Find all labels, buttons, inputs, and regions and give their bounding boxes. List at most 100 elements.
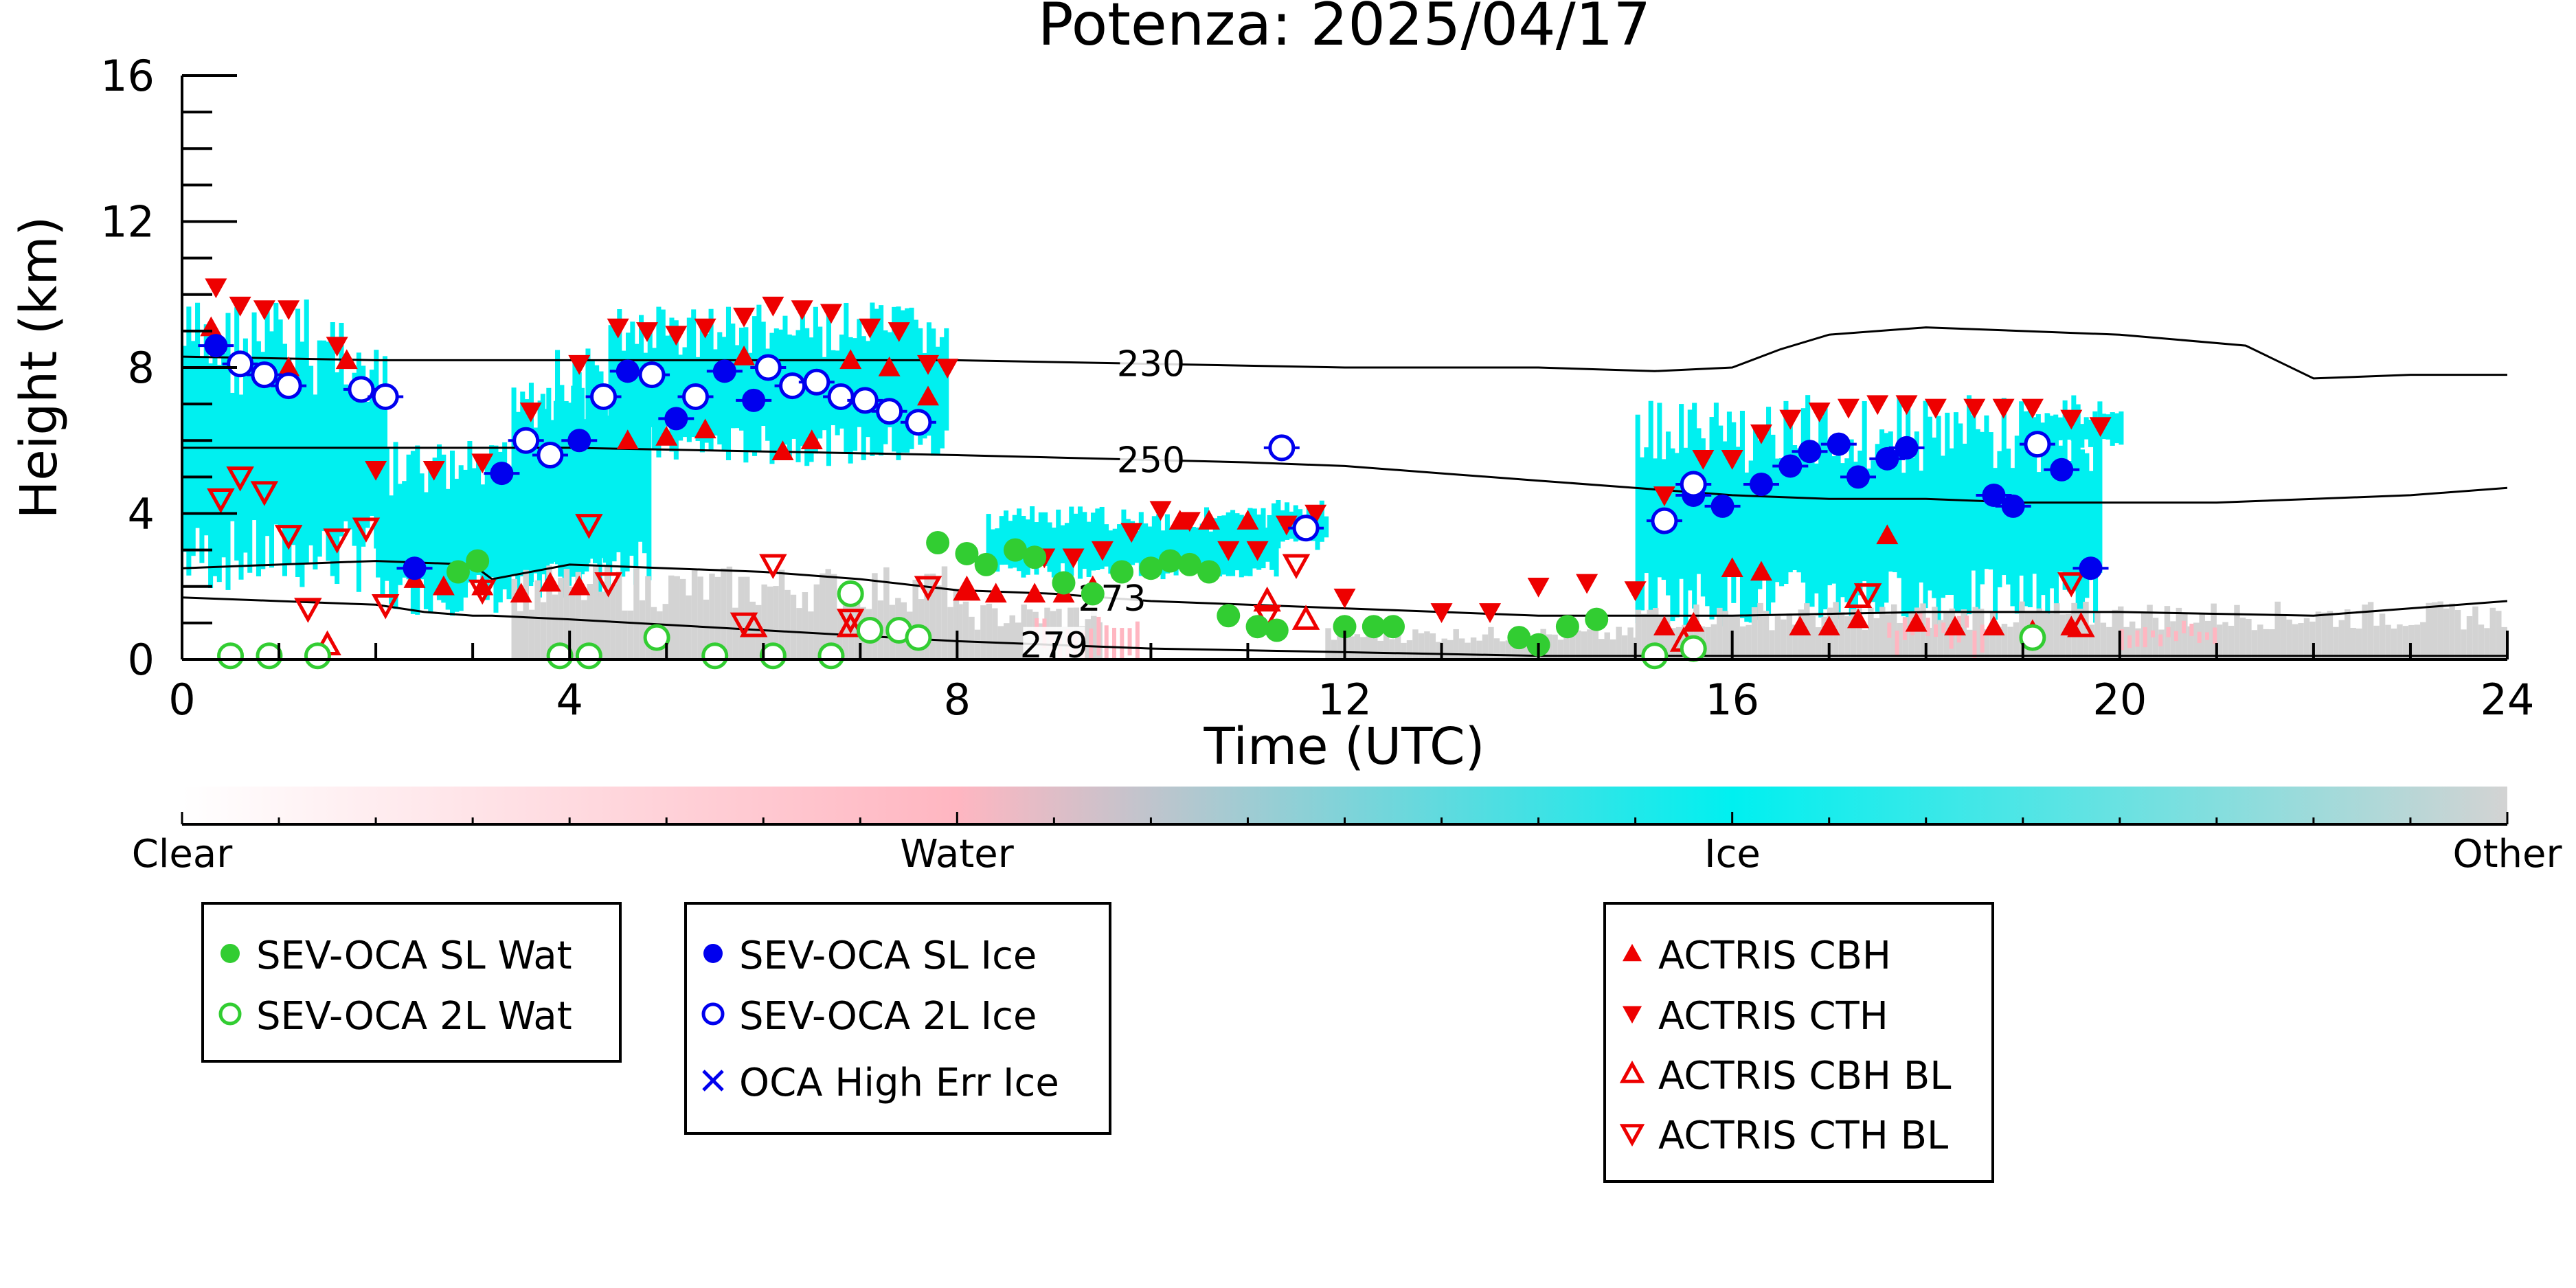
ice-column: [765, 348, 771, 441]
series-sev-oca-sl-ice: [198, 334, 2109, 580]
ice-column: [1871, 460, 1876, 602]
ice-column: [212, 346, 218, 576]
other-column: [2094, 611, 2101, 659]
point-actris-cbh: [1653, 615, 1675, 635]
point-actris-cth: [253, 300, 275, 320]
ice-column: [553, 400, 558, 562]
other-column: [615, 572, 622, 659]
ice-column: [1897, 396, 1902, 578]
ice-column: [286, 357, 292, 564]
other-column: [883, 567, 890, 659]
point-sev-oca-sl-ice: [664, 407, 688, 431]
ice-column: [633, 373, 639, 585]
other-column: [1616, 626, 1622, 659]
point-sev-oca-sl-wat: [1177, 552, 1201, 576]
point-sev-oca-sl-wat: [1381, 615, 1405, 639]
other-column: [1751, 607, 1758, 659]
ice-column: [1252, 508, 1257, 569]
ice-column: [1875, 444, 1880, 612]
ice-column: [1670, 448, 1675, 622]
ice-column: [1796, 448, 1802, 573]
point-sev-oca-2l-ice: [2024, 431, 2051, 458]
ice-column: [721, 337, 727, 451]
ice-column: [2010, 468, 2015, 607]
ice-column: [1910, 457, 1915, 626]
ice-column: [436, 444, 442, 600]
other-column: [546, 565, 552, 659]
other-column: [581, 600, 587, 659]
ice-column: [1082, 512, 1087, 569]
other-column: [784, 589, 791, 659]
point-sev-oca-sl-ice: [567, 429, 591, 453]
point-sev-oca-sl-wat: [974, 552, 998, 576]
other-column: [1717, 607, 1723, 659]
ice-column: [2062, 400, 2068, 590]
ice-column: [990, 529, 996, 567]
point-actris-cbh: [510, 583, 532, 603]
other-column: [1406, 640, 1413, 659]
ice-column: [1849, 439, 1854, 616]
ice-column: [489, 445, 495, 578]
ice-column: [1844, 458, 1850, 602]
ice-column: [800, 302, 805, 447]
point-sev-oca-sl-wat: [955, 541, 979, 565]
ice-column: [931, 328, 936, 456]
point-sev-oca-sl-wat: [1265, 618, 1289, 642]
point-sev-oca-sl-ice: [1895, 436, 1919, 460]
ice-column: [1004, 510, 1009, 565]
ice-column: [1927, 416, 1932, 591]
ice-column: [1169, 527, 1175, 561]
ice-column: [621, 350, 626, 465]
ice-column: [822, 357, 827, 431]
ice-column: [313, 394, 318, 569]
ice-column: [2027, 416, 2033, 441]
point-actris-cth: [1062, 548, 1085, 569]
ice-column: [1095, 508, 1100, 570]
other-column: [1710, 624, 1717, 659]
ice-column: [1953, 412, 1958, 613]
point-sev-oca-2l-ice: [905, 409, 932, 436]
ice-column: [339, 322, 344, 536]
point-sev-oca-2l-wat: [701, 642, 729, 670]
axis-ticks: 0 4 8 12 16 20 24 0 4 8 12 16: [100, 51, 2534, 725]
ice-column: [1866, 468, 1872, 603]
ice-column: [1962, 443, 1967, 619]
ice-column: [2084, 453, 2090, 598]
legend-label-actris-cbh-bl: ACTRIS CBH BL: [1658, 1054, 1951, 1098]
point-sev-oca-sl-wat: [1333, 615, 1357, 639]
ice-column: [463, 469, 468, 598]
series-actris-cth-bl: [207, 466, 2086, 638]
point-sev-oca-sl-wat: [1052, 571, 1076, 595]
ice-column: [1086, 521, 1092, 577]
point-sev-oca-sl-wat: [1110, 560, 1134, 584]
point-actris-cth: [1992, 398, 2015, 419]
ice-column: [2035, 414, 2041, 444]
water-column: [1941, 622, 1946, 633]
other-column: [2292, 624, 2298, 659]
point-actris-cbh: [1818, 615, 1840, 635]
contour-label-bg: [1120, 346, 1182, 382]
other-column: [2147, 605, 2153, 659]
ice-column: [2036, 472, 2042, 626]
other-column: [1739, 626, 1746, 659]
other-column: [1563, 627, 1570, 659]
ice-column: [1025, 519, 1030, 575]
point-actris-cbh-bl: [1291, 605, 1320, 630]
point-actris-cth: [1692, 450, 1715, 470]
other-column: [2420, 622, 2426, 659]
ice-column: [579, 387, 585, 575]
point-sev-oca-sl-wat: [1197, 560, 1221, 584]
ice-column: [1069, 506, 1074, 576]
point-sev-oca-2l-ice: [348, 376, 375, 403]
legend-marker-actris-cbh-bl: [1619, 1060, 1645, 1083]
point-sev-oca-2l-ice: [536, 442, 564, 468]
water-column: [2213, 627, 2217, 644]
ice-column: [1653, 458, 1658, 619]
ice-column: [376, 468, 381, 578]
ice-column: [199, 356, 205, 563]
ice-column: [348, 392, 353, 530]
water-column: [1089, 628, 1094, 658]
ice-column: [2075, 414, 2081, 444]
point-actris-cbh: [917, 385, 940, 406]
point-actris-cth: [607, 318, 629, 339]
